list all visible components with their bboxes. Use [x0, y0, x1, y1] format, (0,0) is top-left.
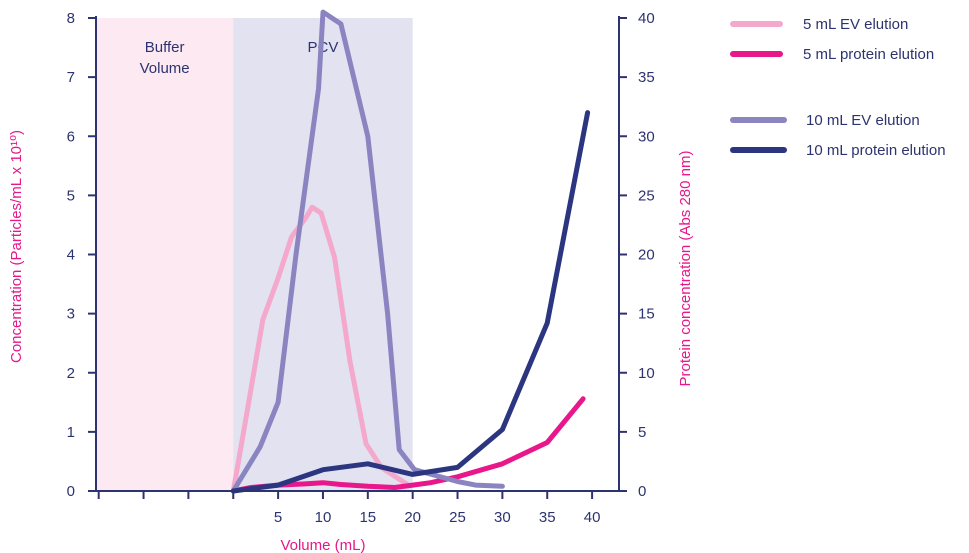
y-left-axis-title: Concentration (Particles/mL x 10¹⁰) — [8, 130, 25, 363]
y-right-tick-label: 30 — [638, 128, 655, 145]
y-left-tick-label: 7 — [67, 69, 75, 86]
y-left-tick-label: 3 — [67, 306, 75, 323]
y-right-axis-title: Protein concentration (Abs 280 nm) — [677, 151, 694, 387]
x-tick-label: 5 — [274, 509, 282, 526]
x-tick-label: 15 — [359, 509, 376, 526]
x-tick-label: 35 — [539, 509, 556, 526]
series-line-10-ml-ev-elution — [230, 9, 505, 494]
x-tick-label: 40 — [584, 509, 601, 526]
y-left-tick-label: 4 — [67, 247, 75, 264]
y-left-tick-label: 8 — [67, 10, 75, 27]
y-left-tick-label: 2 — [67, 365, 75, 382]
y-right-tick-label: 10 — [638, 365, 655, 382]
y-right-tick-label: 15 — [638, 306, 655, 323]
y-right-tick-label: 5 — [638, 424, 646, 441]
x-axis-title: Volume (mL) — [280, 537, 365, 553]
legend-item: 10 mL EV elution — [730, 112, 920, 129]
legend-item: 5 mL EV elution — [730, 16, 908, 33]
y-left-tick-label: 1 — [67, 424, 75, 441]
legend-label: 10 mL protein elution — [806, 142, 946, 159]
y-left-tick-label: 0 — [67, 483, 75, 500]
x-tick-label: 10 — [315, 509, 332, 526]
x-tick-label: 25 — [449, 509, 466, 526]
legend-label: 5 mL EV elution — [803, 16, 908, 33]
y-right-tick-label: 25 — [638, 187, 655, 204]
series-line-5-ml-ev-elution — [230, 204, 411, 494]
y-right-tick-label: 20 — [638, 247, 655, 264]
x-tick-label: 30 — [494, 509, 511, 526]
legend-label: 5 mL protein elution — [803, 46, 934, 63]
series-line-10-ml-protein-elution — [230, 110, 591, 494]
y-left-tick-label: 5 — [67, 187, 75, 204]
legend-item: 5 mL protein elution — [730, 46, 934, 63]
region-label: Buffer — [145, 39, 185, 56]
region-label: Volume — [140, 60, 190, 77]
y-right-tick-label: 40 — [638, 10, 655, 27]
legend-item: 10 mL protein elution — [730, 142, 946, 159]
region-pcv — [233, 18, 413, 491]
y-right-tick-label: 0 — [638, 483, 646, 500]
y-left-tick-label: 6 — [67, 128, 75, 145]
region-buffer-volume — [96, 18, 234, 491]
x-tick-label: 20 — [404, 509, 421, 526]
y-right-tick-label: 35 — [638, 69, 655, 86]
legend-label: 10 mL EV elution — [806, 112, 920, 129]
